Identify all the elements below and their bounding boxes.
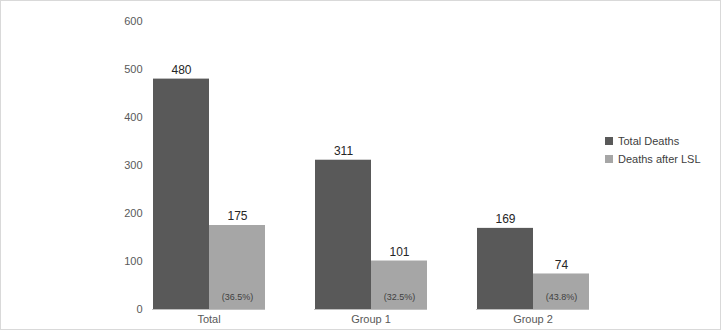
svg-text:311: 311 — [334, 144, 353, 158]
svg-text:0: 0 — [136, 303, 142, 315]
svg-text:(43.8%): (43.8%) — [546, 292, 578, 302]
svg-text:Group 2: Group 2 — [513, 313, 553, 325]
svg-text:74: 74 — [555, 258, 569, 272]
svg-text:100: 100 — [124, 255, 142, 267]
html-text:Deaths after LSL: Deaths after LSL — [618, 153, 701, 165]
svg-text:400: 400 — [124, 111, 142, 123]
svg-text:200: 200 — [124, 207, 142, 219]
svg-text:600: 600 — [124, 15, 142, 27]
svg-text:(36.5%): (36.5%) — [222, 292, 254, 302]
html-text:Total Deaths: Total Deaths — [618, 135, 680, 147]
svg-text:175: 175 — [227, 209, 247, 223]
svg-text:480: 480 — [171, 63, 191, 77]
svg-text:300: 300 — [124, 159, 142, 171]
svg-text:101: 101 — [389, 245, 409, 259]
svg-text:Group 1: Group 1 — [351, 313, 391, 325]
svg-text:(32.5%): (32.5%) — [384, 292, 416, 302]
svg-text:500: 500 — [124, 63, 142, 75]
svg-text:169: 169 — [495, 212, 515, 226]
svg-text:Total: Total — [197, 313, 220, 325]
